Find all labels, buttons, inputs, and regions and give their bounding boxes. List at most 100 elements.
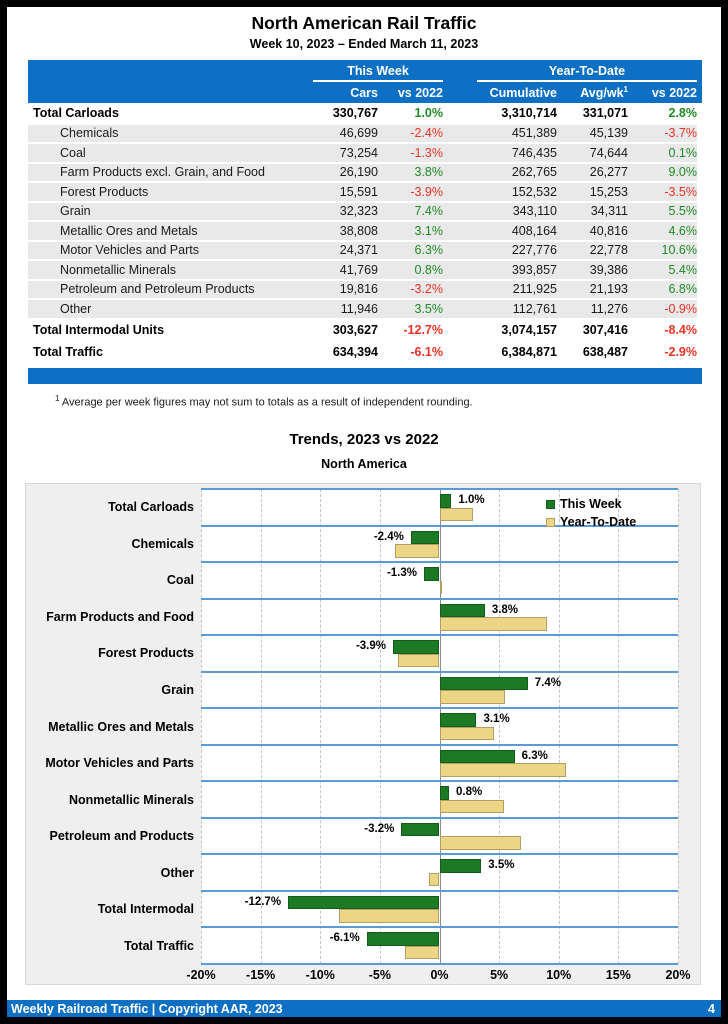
band-separator-line bbox=[201, 743, 678, 746]
bar-year-to-date bbox=[439, 726, 495, 741]
table-header: This Week Year-To-Date Cars vs 2022 Cumu… bbox=[28, 60, 702, 103]
band-separator-line bbox=[201, 707, 678, 710]
cell-wk-vs2022: -6.1% bbox=[410, 344, 443, 359]
bar-year-to-date bbox=[439, 690, 506, 704]
cell-cumulative: 3,310,714 bbox=[501, 105, 557, 120]
row-label: Total Carloads bbox=[33, 105, 119, 120]
row-label: Total Traffic bbox=[33, 344, 103, 359]
legend-swatch-this-week bbox=[546, 499, 555, 509]
row-label: Total Intermodal Units bbox=[33, 322, 165, 337]
chart-title: Trends, 2023 vs 2022 bbox=[289, 431, 439, 448]
footnote: 1 Average per week figures may not sum t… bbox=[55, 394, 473, 409]
band-separator-line bbox=[201, 889, 678, 892]
x-axis-tick-label: 20% bbox=[665, 968, 691, 982]
footer-page-number: 4 bbox=[708, 1001, 715, 1016]
bar-value-label: 7.4% bbox=[534, 676, 561, 689]
cell-cumulative: 746,435 bbox=[511, 145, 557, 160]
table-row: Total Carloads 330,767 1.0% 3,310,714 331,07… bbox=[28, 103, 697, 123]
cell-avg-wk: 638,487 bbox=[582, 344, 628, 359]
cell-ytd-vs2022: -3.7% bbox=[664, 126, 697, 141]
cell-wk-vs2022: -3.2% bbox=[410, 282, 443, 297]
category-label: Forest Products bbox=[98, 646, 194, 661]
cell-cars: 19,816 bbox=[339, 282, 378, 297]
cell-avg-wk: 331,071 bbox=[582, 105, 628, 120]
footer-text: Weekly Railroad Traffic | Copyright AAR,… bbox=[11, 1001, 283, 1016]
table-bottom-bar bbox=[28, 368, 702, 384]
category-label: Total Traffic bbox=[124, 938, 194, 953]
table-row: Total Intermodal Units 303,627 -12.7% 3,074… bbox=[28, 317, 697, 340]
cell-avg-wk: 40,816 bbox=[589, 223, 628, 238]
x-axis-tick-label: 10% bbox=[546, 968, 572, 982]
bar-year-to-date bbox=[439, 617, 547, 631]
bar-this-week bbox=[439, 859, 482, 873]
table-row: Nonmetallic Minerals 41,769 0.8% 393,857 39,… bbox=[28, 259, 697, 279]
cell-ytd-vs2022: -2.9% bbox=[664, 344, 697, 359]
cell-ytd-vs2022: -8.4% bbox=[664, 322, 697, 337]
row-label: Motor Vehicles and Parts bbox=[60, 243, 199, 258]
group-header-ytd: Year-To-Date bbox=[477, 64, 697, 82]
cell-wk-vs2022: 1.0% bbox=[414, 105, 444, 120]
col-header-ytd-vs2022: vs 2022 bbox=[651, 85, 697, 100]
chart-panel: 1.0% -2.4% -1.3% 3.8% -3.9% 7.4% 3.1% 6.3% 0.8% -… bbox=[25, 483, 701, 985]
cell-cumulative: 451,389 bbox=[511, 126, 557, 141]
cell-ytd-vs2022: 6.8% bbox=[668, 282, 698, 297]
chart-subtitle: North America bbox=[321, 457, 407, 471]
chart-title-block: Trends, 2023 vs 2022 North America bbox=[7, 431, 721, 471]
bar-this-week bbox=[423, 567, 440, 581]
row-label: Coal bbox=[60, 145, 86, 160]
bar-year-to-date bbox=[339, 909, 440, 923]
row-label: Farm Products excl. Grain, and Food bbox=[60, 165, 265, 180]
bar-this-week bbox=[439, 494, 452, 508]
bar-value-label: -3.9% bbox=[355, 640, 386, 653]
table-row: Metallic Ores and Metals 38,808 3.1% 408,16… bbox=[28, 220, 697, 240]
gridline bbox=[558, 489, 560, 964]
bar-value-label: -3.2% bbox=[364, 822, 395, 835]
bar-year-to-date bbox=[439, 799, 504, 814]
bar-this-week bbox=[439, 749, 515, 764]
bar-this-week bbox=[366, 932, 440, 946]
page-body: North American Rail Traffic Week 10, 202… bbox=[7, 7, 721, 1017]
cell-cumulative: 152,532 bbox=[511, 184, 557, 199]
band-separator-line bbox=[201, 561, 678, 564]
page-title: North American Rail Traffic bbox=[251, 13, 477, 33]
x-axis-tick-label: 15% bbox=[605, 968, 631, 982]
chart-plot: 1.0% -2.4% -1.3% 3.8% -3.9% 7.4% 3.1% 6.3% 0.8% -… bbox=[201, 488, 679, 965]
category-label: Chemicals bbox=[131, 536, 194, 551]
gridline bbox=[618, 489, 620, 964]
bar-year-to-date bbox=[439, 836, 521, 850]
category-label: Total Carloads bbox=[108, 500, 194, 515]
cell-ytd-vs2022: 10.6% bbox=[661, 243, 697, 258]
cell-avg-wk: 39,386 bbox=[589, 262, 628, 277]
category-label: Total Intermodal bbox=[97, 902, 194, 917]
cell-cars: 46,699 bbox=[339, 126, 378, 141]
cell-avg-wk: 11,276 bbox=[590, 301, 628, 316]
title-block: North American Rail Traffic Week 10, 202… bbox=[7, 13, 721, 51]
bar-this-week bbox=[439, 676, 528, 691]
row-label: Petroleum and Petroleum Products bbox=[60, 282, 255, 297]
chart-legend: This Week Year-To-Date bbox=[546, 495, 636, 531]
cell-wk-vs2022: 0.8% bbox=[414, 262, 444, 277]
table-body: Total Carloads 330,767 1.0% 3,310,714 331,07… bbox=[28, 103, 702, 362]
cell-cumulative: 6,384,871 bbox=[501, 344, 557, 359]
bar-year-to-date bbox=[395, 544, 440, 558]
cell-ytd-vs2022: 9.0% bbox=[668, 165, 698, 180]
cell-cumulative: 262,765 bbox=[511, 165, 557, 180]
cell-cumulative: 112,761 bbox=[512, 301, 557, 316]
bar-year-to-date bbox=[397, 653, 440, 668]
cell-cars: 32,323 bbox=[339, 204, 378, 219]
band-separator-line bbox=[201, 634, 678, 637]
bar-value-label: -12.7% bbox=[244, 895, 282, 908]
cell-avg-wk: 74,644 bbox=[589, 145, 628, 160]
cell-wk-vs2022: 3.5% bbox=[414, 301, 444, 316]
gridline bbox=[320, 489, 322, 964]
category-label: Farm Products and Food bbox=[46, 609, 194, 624]
cell-wk-vs2022: -12.7% bbox=[403, 322, 443, 337]
x-axis-tick-label: -10% bbox=[305, 968, 335, 982]
band-separator-line bbox=[201, 853, 678, 856]
bar-year-to-date bbox=[428, 872, 440, 887]
cell-cars: 73,254 bbox=[339, 145, 378, 160]
col-header-cumulative: Cumulative bbox=[489, 85, 557, 100]
table-row: Petroleum and Petroleum Products 19,816 -3… bbox=[28, 278, 698, 298]
cell-avg-wk: 45,139 bbox=[589, 126, 628, 141]
traffic-table: This Week Year-To-Date Cars vs 2022 Cumu… bbox=[28, 60, 702, 362]
